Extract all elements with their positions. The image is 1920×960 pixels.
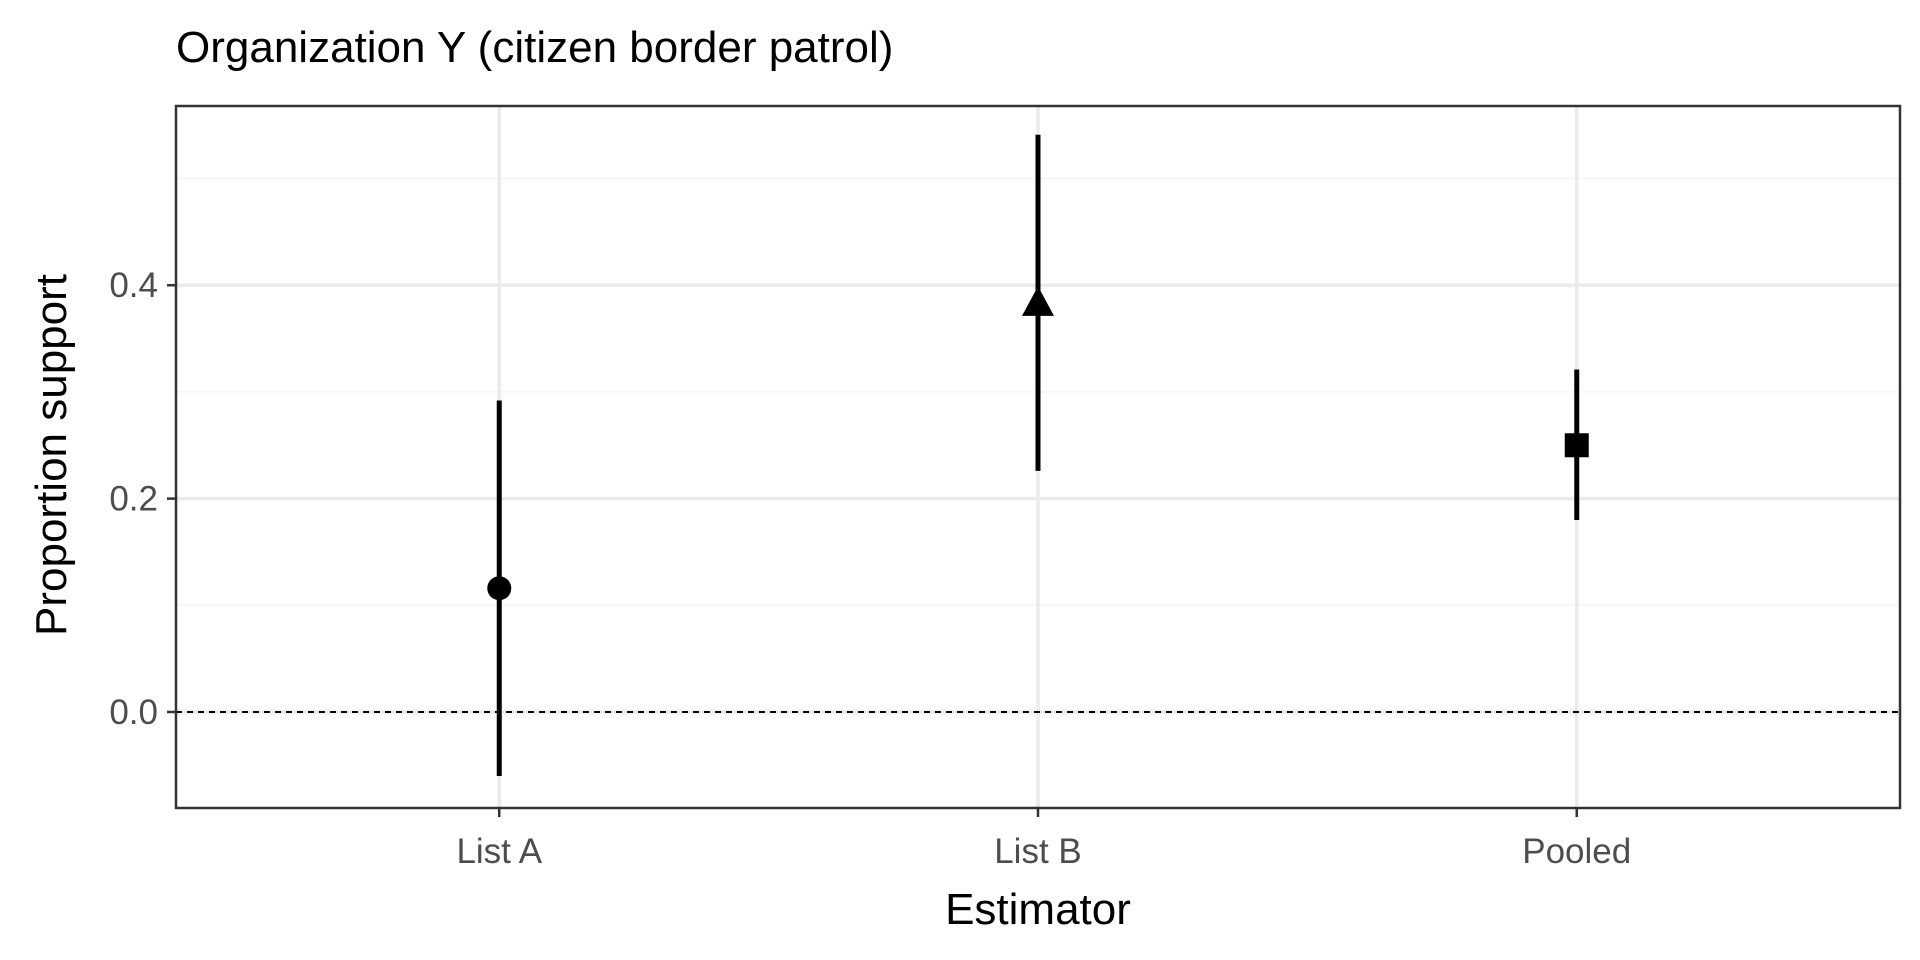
y-axis-title: Proportion support	[27, 274, 76, 636]
x-axis-title: Estimator	[945, 885, 1131, 934]
point-list-b	[1022, 286, 1054, 316]
x-tick-label: List B	[994, 832, 1082, 871]
point-pooled	[1564, 433, 1589, 458]
marks-layer	[487, 134, 1589, 776]
chart-title: Organization Y (citizen border patrol)	[176, 23, 893, 72]
x-tick-label: Pooled	[1522, 832, 1631, 871]
y-tick-label: 0.4	[109, 266, 158, 305]
y-tick-label: 0.2	[109, 480, 158, 519]
x-tick-label: List A	[456, 832, 542, 871]
point-list-a	[487, 576, 512, 601]
axis-layer: 0.0 0.2 0.4 List A List B Pooled	[109, 266, 1631, 871]
y-tick-label: 0.0	[109, 693, 158, 732]
